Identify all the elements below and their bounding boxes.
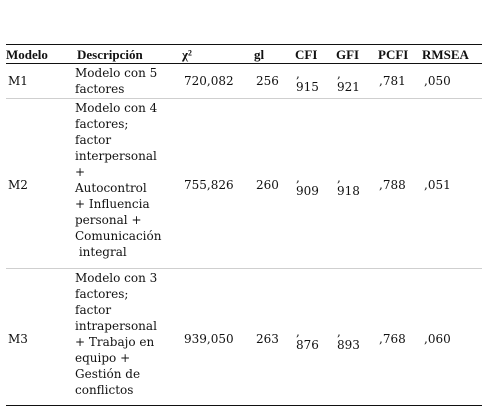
cell-rmsea: ,050 [424,74,451,88]
cell-modelo: M3 [8,332,28,346]
cell-cfi: , 909 [296,172,319,198]
header-rmsea: RMSEA [422,47,469,62]
header-gfi: GFI [336,47,360,62]
table-row: M2 Modelo con 4 factores; factor interpe… [6,99,482,269]
cfi-digits: 909 [296,184,319,198]
cfi-comma: , [296,171,300,185]
cell-modelo: M1 [8,74,28,88]
fit-indices-table: Modelo Descripción χ² gl CFI GFI PCFI RM… [6,44,482,406]
desc-line: factores; [75,117,129,131]
table-row: M3 Modelo con 3 factores; factor intrape… [6,269,482,406]
desc-line: Modelo con 3 [75,271,158,285]
cfi-digits: 876 [296,338,319,352]
cell-gfi: , 921 [337,68,360,94]
desc-line: equipo + [75,351,131,365]
desc-line: Autocontrol [75,181,147,195]
header-chi2: χ² [182,47,192,62]
cell-rmsea: ,060 [424,332,451,346]
gfi-digits: 893 [337,338,360,352]
cell-pcfi: ,781 [379,74,406,88]
desc-line: conflictos [75,383,134,397]
desc-line: factores [75,82,125,96]
desc-line: Comunicación [75,229,162,243]
desc-line: Gestión de [75,367,141,381]
cell-pcfi: ,788 [379,178,406,192]
cell-descripcion: Modelo con 4 factores; factor interperso… [75,100,179,260]
cell-pcfi: ,768 [379,332,406,346]
cell-cfi: , 915 [296,68,319,94]
desc-line: + Trabajo en [75,335,155,349]
header-descripcion: Descripción [77,47,143,62]
header-cfi: CFI [295,47,318,62]
cfi-digits: 915 [296,80,319,94]
cell-gfi: , 893 [337,326,360,352]
desc-line: personal + [75,213,142,227]
desc-line: Modelo con 4 [75,101,158,115]
gfi-digits: 921 [337,80,360,94]
table-header-row: Modelo Descripción χ² gl CFI GFI PCFI RM… [6,44,482,64]
desc-line: + Influencia [75,197,150,211]
cfi-comma: , [296,67,300,81]
desc-line: intrapersonal [75,319,157,333]
cell-cfi: , 876 [296,326,319,352]
gfi-comma: , [337,171,341,185]
gfi-digits: 918 [337,184,360,198]
desc-line: integral [75,245,127,259]
cell-chi2: 755,826 [184,178,234,192]
cell-chi2: 720,082 [184,74,234,88]
gfi-comma: , [337,325,341,339]
gfi-comma: , [337,67,341,81]
header-pcfi: PCFI [378,47,409,62]
desc-line: Modelo con 5 [75,66,158,80]
cell-modelo: M2 [8,178,28,192]
header-gl: gl [254,47,265,62]
cell-descripcion: Modelo con 3 factores; factor intraperso… [75,270,179,398]
cell-gl: 263 [256,332,279,346]
desc-line: factor [75,133,112,147]
desc-line: + [75,165,86,179]
desc-line: factor [75,303,112,317]
cell-chi2: 939,050 [184,332,234,346]
table-row: M1 Modelo con 5 factores 720,082 256 , 9… [6,64,482,99]
cell-rmsea: ,051 [424,178,451,192]
cell-descripcion: Modelo con 5 factores [75,65,179,97]
cell-gl: 260 [256,178,279,192]
desc-line: interpersonal [75,149,157,163]
cfi-comma: , [296,325,300,339]
cell-gfi: , 918 [337,172,360,198]
desc-line: factores; [75,287,129,301]
cell-gl: 256 [256,74,279,88]
header-modelo: Modelo [6,47,48,62]
